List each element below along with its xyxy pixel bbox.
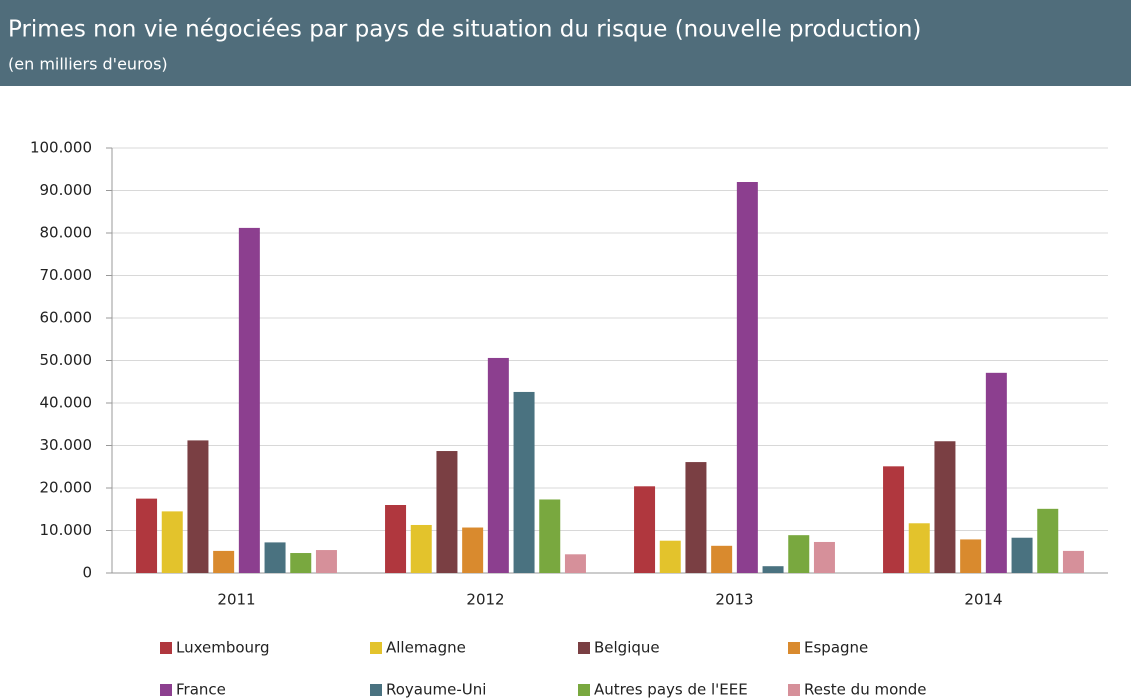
bar — [934, 441, 956, 573]
legend-label: Reste du monde — [804, 681, 927, 699]
bar — [762, 566, 784, 573]
bar — [410, 524, 432, 573]
bar — [685, 462, 707, 573]
y-tick-label: 50.000 — [40, 351, 93, 369]
bar — [711, 545, 733, 573]
legend-swatch — [160, 642, 172, 654]
y-tick-label: 80.000 — [40, 224, 93, 242]
bar — [564, 554, 586, 573]
legend-swatch — [160, 684, 172, 696]
bar — [908, 523, 930, 573]
legend-label: Belgique — [594, 639, 660, 657]
legend-swatch — [788, 642, 800, 654]
bar — [883, 466, 905, 573]
bar — [385, 505, 407, 573]
legend-label: Allemagne — [386, 639, 466, 657]
bar — [1037, 508, 1059, 573]
bar — [513, 391, 535, 573]
legend-swatch — [788, 684, 800, 696]
header-band — [0, 0, 1131, 86]
bar — [290, 553, 312, 573]
bar — [1062, 550, 1084, 573]
bar — [985, 372, 1007, 573]
y-tick-label: 100.000 — [30, 139, 92, 157]
bar — [436, 451, 458, 573]
x-tick-label: 2011 — [217, 591, 255, 609]
y-tick-label: 40.000 — [40, 394, 93, 412]
legend-label: Espagne — [804, 639, 868, 657]
bar — [539, 499, 561, 573]
bar — [788, 535, 810, 573]
legend-label: Royaume-Uni — [386, 681, 486, 699]
bar — [813, 541, 835, 573]
x-tick-label: 2013 — [715, 591, 753, 609]
bar — [462, 527, 484, 573]
bar — [736, 182, 758, 573]
bar — [187, 440, 209, 573]
legend-label: France — [176, 681, 226, 699]
bar — [161, 511, 183, 573]
legend-swatch — [370, 642, 382, 654]
legend-swatch — [578, 642, 590, 654]
bar — [264, 542, 286, 573]
y-tick-label: 30.000 — [40, 436, 93, 454]
legend-swatch — [578, 684, 590, 696]
bar — [960, 539, 982, 573]
legend-label: Luxembourg — [176, 639, 270, 657]
bar — [315, 550, 337, 573]
x-tick-label: 2012 — [466, 591, 504, 609]
bar — [136, 498, 158, 573]
legend-label: Autres pays de l'EEE — [594, 681, 748, 699]
bar — [487, 357, 509, 573]
bar — [238, 227, 260, 573]
chart-title: Primes non vie négociées par pays de sit… — [8, 17, 921, 43]
y-tick-label: 0 — [82, 564, 92, 582]
y-tick-label: 90.000 — [40, 181, 93, 199]
bar — [1011, 537, 1033, 573]
bar — [213, 550, 235, 573]
y-tick-label: 60.000 — [40, 309, 93, 327]
x-tick-label: 2014 — [964, 591, 1002, 609]
bar — [659, 540, 681, 573]
y-tick-label: 20.000 — [40, 479, 93, 497]
legend-swatch — [370, 684, 382, 696]
y-tick-label: 70.000 — [40, 266, 93, 284]
bar — [634, 486, 656, 573]
chart-subtitle: (en milliers d'euros) — [8, 55, 168, 74]
y-tick-label: 10.000 — [40, 521, 93, 539]
